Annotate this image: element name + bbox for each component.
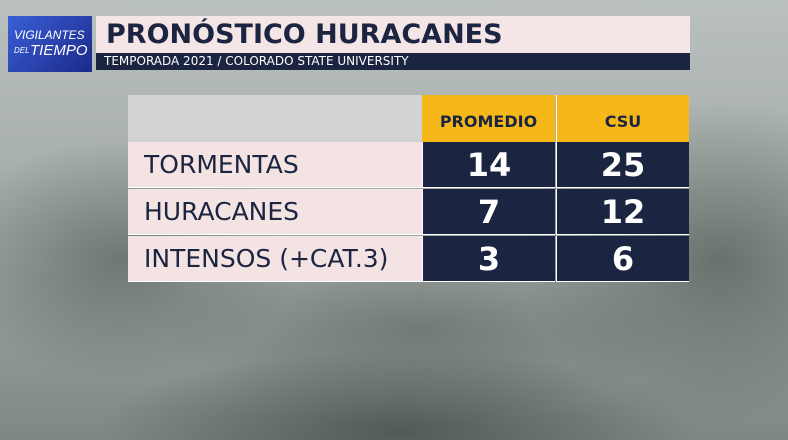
row-label: INTENSOS (+CAT.3) xyxy=(128,236,422,282)
value-cell: 25 xyxy=(556,142,689,188)
logo-text: TIEMPO xyxy=(30,42,88,59)
value-cell: 6 xyxy=(556,236,689,282)
column-header: PROMEDIO xyxy=(422,95,555,142)
value-cell: 7 xyxy=(422,189,555,235)
logo-text: VIGILANTES xyxy=(14,28,85,42)
subtitle: TEMPORADA 2021 / COLORADO STATE UNIVERSI… xyxy=(96,53,690,70)
title: PRONÓSTICO HURACANES xyxy=(96,16,690,53)
value-cell: 14 xyxy=(422,142,555,188)
row-label: HURACANES xyxy=(128,189,422,235)
logo: VIGILANTES DEL TIEMPO xyxy=(8,16,92,72)
table-corner xyxy=(128,95,422,142)
logo-text: DEL xyxy=(14,46,30,55)
value-cell: 12 xyxy=(556,189,689,235)
value-cell: 3 xyxy=(422,236,555,282)
column-header: CSU xyxy=(556,95,689,142)
row-label: TORMENTAS xyxy=(128,142,422,188)
